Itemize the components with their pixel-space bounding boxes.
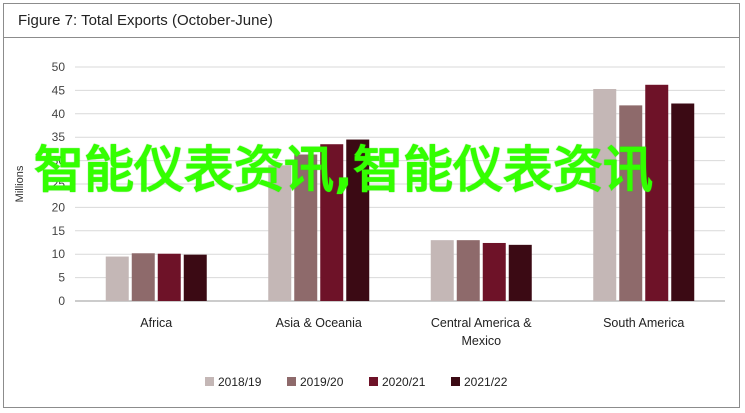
bar [508, 244, 532, 301]
gridlines [75, 66, 725, 302]
bar [482, 242, 506, 301]
bar [183, 254, 207, 301]
y-axis-ticks: 0 5 10 15 20 25 30 35 40 45 50 [52, 60, 66, 308]
chart-title: Figure 7: Total Exports (October-June) [18, 12, 273, 29]
y-tick-label: 35 [52, 130, 66, 144]
y-tick-label: 5 [58, 271, 65, 285]
bar [671, 103, 695, 301]
category-label: Africa [140, 316, 172, 330]
legend-label: 2019/20 [300, 375, 344, 389]
bar [430, 240, 454, 301]
legend-swatch [369, 377, 378, 386]
legend-swatch [287, 377, 296, 386]
category-label: Central America & Mexico [431, 316, 532, 348]
legend-swatch [451, 377, 460, 386]
category-label: Asia & Oceania [276, 316, 362, 330]
bar [294, 154, 318, 301]
y-tick-label: 25 [52, 177, 66, 191]
category-label-line: South America [603, 316, 684, 330]
category-label-line: Central America & [431, 316, 532, 330]
y-tick-label: 40 [52, 107, 66, 121]
bar [593, 88, 617, 301]
legend-label: 2018/19 [218, 375, 262, 389]
category-label-line: Africa [140, 316, 172, 330]
y-tick-label: 20 [52, 200, 66, 214]
bar [645, 84, 669, 301]
bar [268, 165, 292, 301]
y-tick-label: 30 [52, 154, 66, 168]
y-tick-label: 10 [52, 247, 66, 261]
legend: 2018/19 2019/20 2020/21 2021/22 [205, 375, 508, 389]
category-label: South America [603, 316, 684, 330]
y-tick-label: 0 [58, 294, 65, 308]
y-tick-label: 45 [52, 83, 66, 97]
bar [157, 253, 181, 301]
bar [456, 240, 480, 301]
category-label-line: Mexico [461, 334, 501, 348]
y-tick-label: 15 [52, 224, 66, 238]
legend-label: 2021/22 [464, 375, 508, 389]
bar [131, 253, 155, 301]
category-label-line: Asia & Oceania [276, 316, 362, 330]
y-tick-label: 50 [52, 60, 66, 74]
legend-label: 2020/21 [382, 375, 426, 389]
title-divider [4, 37, 739, 38]
bar [320, 144, 344, 301]
bar [105, 256, 129, 301]
category-labels: Africa Asia & Oceania Central America & Mex… [140, 316, 684, 348]
y-axis-label: Millions [14, 165, 26, 202]
bar [619, 105, 643, 301]
bar [346, 139, 370, 301]
legend-swatch [205, 377, 214, 386]
bars [105, 84, 695, 301]
chart-frame: Figure 7: Total Exports (October-June) [3, 3, 740, 408]
